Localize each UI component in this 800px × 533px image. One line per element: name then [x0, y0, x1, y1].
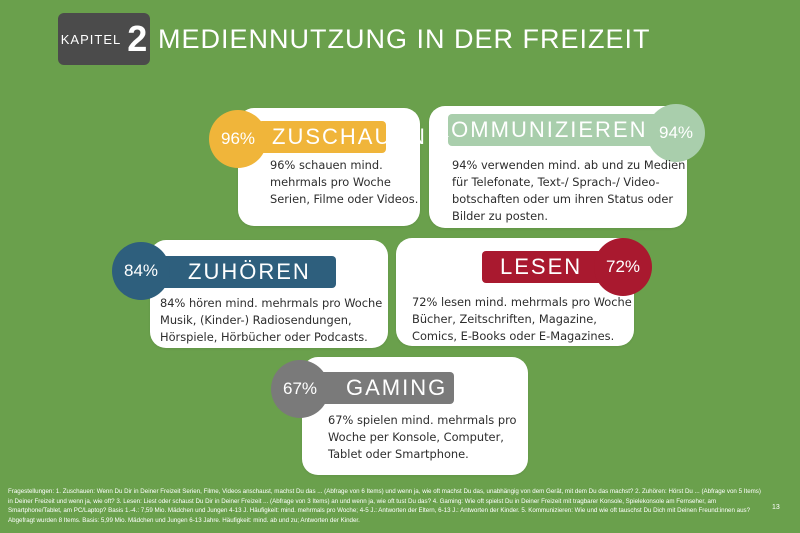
text-zuhoeren: 84% hören mind. mehrmals pro Woche Musik… — [160, 295, 382, 346]
page-title: Mediennutzung in der Freizeit — [158, 24, 651, 54]
pill-zuschauen-label: Zuschauen — [272, 124, 427, 149]
badge-gaming-percent: 67% — [282, 379, 318, 398]
badge-lesen-percent: 72% — [605, 257, 641, 276]
pill-kommunizieren: Kommunizieren — [435, 114, 668, 146]
pill-gaming-label: Gaming — [346, 375, 448, 400]
page-number: 13 — [772, 504, 780, 511]
text-gaming: 67% spielen mind. mehrmals pro Woche per… — [328, 412, 516, 463]
text-line: 94% verwenden mind. ab und zu Medien — [452, 158, 686, 172]
text-line: Bücher, Zeitschriften, Magazine, — [412, 312, 597, 326]
text-line: 84% hören mind. mehrmals pro Woche — [160, 296, 383, 310]
text-line: 67% spielen mind. mehrmals pro — [328, 413, 517, 427]
text-lesen: 72% lesen mind. mehrmals pro Woche Büche… — [412, 294, 632, 345]
pill-zuhoeren-label: Zuhören — [188, 259, 311, 284]
pill-kommunizieren-label: Kommunizieren — [434, 117, 648, 142]
text-line: Comics, E-Books oder E-Magazines. — [412, 329, 615, 343]
text-line: botschaften oder um ihren Status oder — [452, 192, 674, 206]
badge-zuschauen-percent: 96% — [220, 129, 256, 148]
badge-kommunizieren: 94% — [647, 104, 705, 162]
pill-zuschauen: Zuschauen — [258, 121, 425, 153]
text-line: Hörspiele, Hörbücher oder Podcasts. — [160, 330, 368, 344]
text-line: Serien, Filme oder Videos. — [270, 192, 419, 206]
text-line: Bilder zu posten. — [452, 209, 548, 223]
pill-lesen-label: Lesen — [500, 254, 583, 279]
chapter-word: Kapitel — [60, 31, 122, 47]
text-line: mehrmals pro Woche — [270, 175, 391, 189]
text-line: Tablet oder Smartphone. — [328, 447, 469, 461]
text-kommunizieren: 94% verwenden mind. ab und zu Medien für… — [452, 157, 685, 225]
text-zuschauen: 96% schauen mind. mehrmals pro Woche Ser… — [270, 157, 418, 208]
text-line: Woche per Konsole, Computer, — [328, 430, 504, 444]
chapter-label-box: Kapitel 2 — [58, 13, 150, 65]
badge-kommunizieren-percent: 94% — [658, 123, 694, 142]
chapter-number: 2 — [127, 18, 148, 59]
badge-zuhoeren: 84% — [112, 242, 170, 300]
text-line: Musik, (Kinder-) Radiosendungen, — [160, 313, 352, 327]
badge-lesen: 72% — [594, 238, 652, 296]
pill-zuhoeren: Zuhören — [160, 256, 336, 288]
badge-gaming: 67% — [271, 360, 329, 418]
text-line: für Telefonate, Text-/ Sprach-/ Video- — [452, 175, 660, 189]
badge-zuhoeren-percent: 84% — [123, 261, 159, 280]
badge-zuschauen: 96% — [209, 110, 267, 168]
text-line: 96% schauen mind. — [270, 158, 383, 172]
text-line: 72% lesen mind. mehrmals pro Woche — [412, 295, 632, 309]
footnote: Fragestellungen: 1. Zuschauen: Wenn Du D… — [8, 488, 761, 524]
